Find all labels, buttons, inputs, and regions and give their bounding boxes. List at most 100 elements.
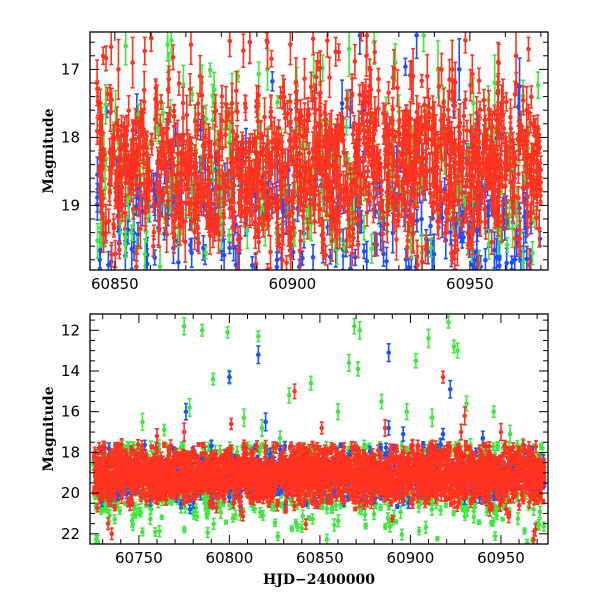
- data-point: [215, 149, 221, 165]
- x-tick-label: 60850: [91, 275, 139, 293]
- data-point: [148, 133, 154, 150]
- data-point: [414, 208, 420, 233]
- data-point: [535, 71, 541, 100]
- data-point: [289, 525, 295, 533]
- data-point: [515, 512, 521, 526]
- data-point: [337, 212, 342, 250]
- data-point: [238, 191, 243, 218]
- data-point: [402, 190, 408, 233]
- data-point: [148, 512, 153, 526]
- data-point: [205, 526, 210, 539]
- data-point: [490, 110, 495, 143]
- data-point: [504, 236, 510, 253]
- data-point: [300, 509, 305, 523]
- data-point: [253, 252, 259, 270]
- data-point: [276, 119, 282, 137]
- bottom-panel-data: [91, 315, 547, 544]
- data-point: [512, 228, 518, 249]
- data-point: [180, 86, 186, 120]
- data-point: [200, 442, 206, 449]
- data-point: [327, 56, 332, 99]
- data-point: [262, 97, 267, 137]
- data-point: [112, 514, 118, 525]
- data-point: [134, 245, 139, 262]
- data-point: [196, 441, 201, 447]
- data-point: [435, 536, 440, 542]
- data-point: [129, 229, 135, 270]
- data-point: [187, 504, 193, 515]
- data-point: [210, 372, 216, 386]
- data-point: [405, 221, 411, 260]
- data-point: [221, 238, 227, 270]
- data-point: [183, 402, 189, 421]
- data-point: [344, 118, 349, 136]
- data-point: [135, 221, 141, 248]
- x-tick-label: 60950: [446, 275, 494, 293]
- data-point: [438, 505, 443, 516]
- data-point: [389, 443, 394, 451]
- data-point: [499, 200, 505, 243]
- data-point: [461, 101, 467, 131]
- data-point: [346, 32, 352, 78]
- data-point: [318, 159, 324, 176]
- data-point: [429, 499, 434, 507]
- data-point: [414, 32, 419, 60]
- data-point: [159, 514, 165, 520]
- data-point: [464, 506, 470, 513]
- data-point: [386, 343, 391, 363]
- data-point: [528, 111, 533, 134]
- data-point: [288, 32, 293, 66]
- data-point: [399, 528, 405, 541]
- data-point: [491, 442, 496, 452]
- data-point: [140, 412, 145, 432]
- data-point: [459, 231, 465, 249]
- data-point: [161, 423, 167, 437]
- data-point: [394, 503, 400, 509]
- data-point: [110, 136, 116, 159]
- data-point: [526, 247, 532, 270]
- data-point: [483, 248, 488, 270]
- data-point: [406, 258, 412, 270]
- data-point: [364, 198, 370, 227]
- data-point: [390, 148, 395, 184]
- data-point: [299, 108, 304, 125]
- data-point: [158, 94, 164, 111]
- data-point: [227, 241, 233, 255]
- data-point: [522, 527, 527, 535]
- y-tick-label: 19: [61, 196, 80, 214]
- data-point: [226, 228, 232, 243]
- data-point: [157, 525, 162, 538]
- data-point: [276, 136, 281, 157]
- data-point: [400, 426, 406, 442]
- data-point: [227, 370, 232, 384]
- data-point: [223, 519, 229, 525]
- data-point: [361, 243, 367, 260]
- data-point: [109, 241, 115, 268]
- data-point: [507, 424, 513, 444]
- data-point: [346, 353, 352, 372]
- data-point: [524, 538, 530, 544]
- data-point: [464, 119, 470, 142]
- data-point: [176, 71, 182, 96]
- data-point: [142, 36, 148, 66]
- data-point: [364, 32, 370, 56]
- data-point: [211, 517, 216, 531]
- data-point: [123, 32, 128, 66]
- x-tick-label: 60900: [269, 275, 317, 293]
- data-point: [154, 180, 159, 195]
- data-point: [352, 43, 358, 80]
- data-point: [478, 448, 484, 456]
- data-point: [182, 220, 188, 263]
- data-point: [419, 201, 424, 237]
- data-point: [188, 32, 194, 66]
- data-point: [160, 102, 166, 123]
- top-panel-data: [94, 32, 544, 270]
- data-point: [324, 502, 330, 515]
- data-point: [364, 240, 370, 270]
- data-point: [325, 32, 330, 58]
- data-point: [203, 245, 209, 260]
- data-point: [537, 505, 543, 519]
- data-point: [361, 214, 367, 241]
